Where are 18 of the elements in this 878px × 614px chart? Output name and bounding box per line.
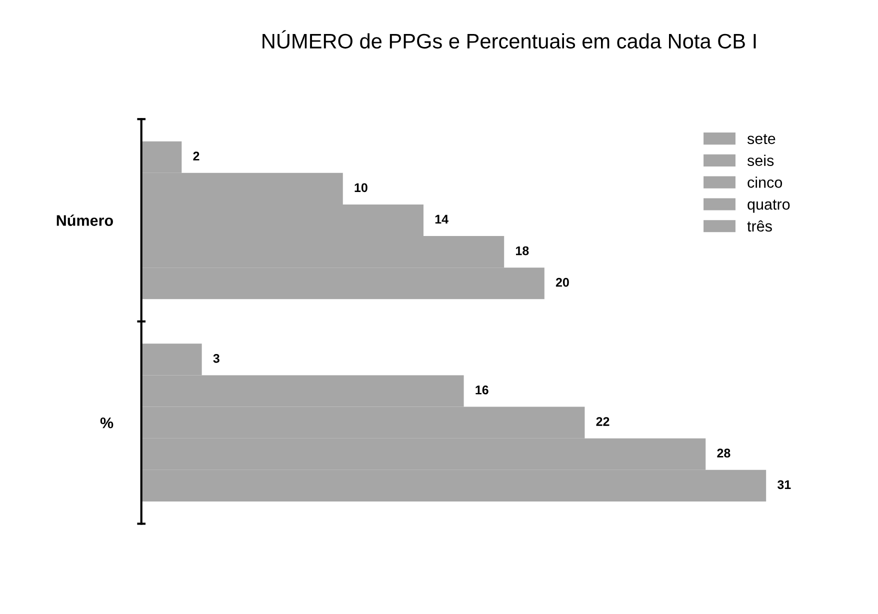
y-tick-label: Número [56,214,113,226]
data-label: 28 [717,448,730,458]
data-label: 22 [596,417,610,426]
legend-label: quatro [748,200,790,213]
legend-label: três [747,220,772,232]
legend-label: sete [747,134,776,144]
data-label: 20 [556,278,569,287]
chart-title: NÚMERO de PPGs e Percentuais em cada Nota CB I [262,30,756,49]
y-tick-label: % [100,417,114,428]
data-label: 14 [435,214,448,224]
data-label: 16 [476,386,488,394]
data-label: 18 [516,246,529,256]
legend-label: seis [747,154,774,166]
data-label: 3 [213,354,220,363]
data-label: 10 [354,183,368,192]
data-label: 31 [777,480,791,490]
data-label: 2 [193,152,200,160]
legend-label: cinco [748,176,782,188]
